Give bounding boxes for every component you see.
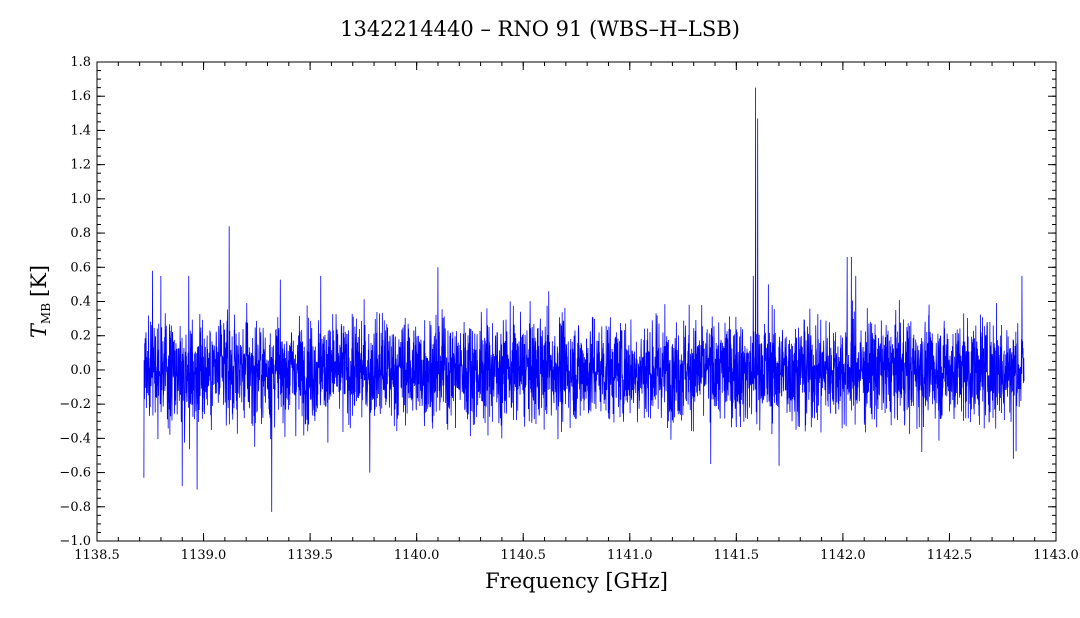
y-axis-label-unit: [K] bbox=[27, 265, 51, 297]
y-tick-label: 1.8 bbox=[70, 55, 91, 70]
y-tick-label: 0.8 bbox=[70, 226, 91, 241]
plot-frame bbox=[96, 61, 1057, 542]
y-tick-label: −0.2 bbox=[59, 397, 91, 412]
x-tick-label: 1140.5 bbox=[500, 548, 546, 563]
x-tick-label: 1141.0 bbox=[607, 548, 653, 563]
y-tick-label: −0.6 bbox=[59, 466, 91, 481]
y-axis-label-main: T bbox=[27, 322, 51, 338]
y-axis-label-subscript: MB bbox=[39, 303, 53, 324]
x-tick-label: 1138.5 bbox=[74, 548, 120, 563]
axis-ticks bbox=[96, 61, 1057, 542]
x-tick-label: 1139.0 bbox=[181, 548, 227, 563]
x-tick-label: 1141.5 bbox=[714, 548, 760, 563]
x-tick-label: 1142.5 bbox=[927, 548, 973, 563]
x-tick-labels: 1138.5 1139.0 1139.5 1140.0 1140.5 1141.0 1141… bbox=[74, 548, 1079, 563]
y-tick-label: 0.2 bbox=[70, 329, 91, 344]
x-tick-label: 1140.0 bbox=[394, 548, 440, 563]
spectrum-series bbox=[143, 87, 1025, 512]
y-tick-label: 0.0 bbox=[70, 363, 91, 378]
y-axis-label: TMB [K] bbox=[27, 265, 53, 338]
y-tick-label: 0.6 bbox=[70, 260, 91, 275]
y-tick-label: −0.4 bbox=[59, 431, 91, 446]
spectrum-line bbox=[143, 87, 1025, 512]
y-tick-label: 1.6 bbox=[70, 89, 91, 104]
x-tick-label: 1143.0 bbox=[1033, 548, 1079, 563]
y-tick-label: 1.0 bbox=[70, 192, 91, 207]
chart-title: 1342214440 – RNO 91 (WBS–H–LSB) bbox=[340, 17, 740, 41]
y-tick-label: −0.8 bbox=[59, 500, 91, 515]
y-tick-label: −1.0 bbox=[59, 534, 91, 549]
y-tick-label: 1.4 bbox=[70, 123, 91, 138]
y-tick-label: 1.2 bbox=[70, 158, 91, 173]
x-tick-label: 1139.5 bbox=[287, 548, 333, 563]
x-axis-label: Frequency [GHz] bbox=[485, 569, 668, 593]
y-tick-label: 0.4 bbox=[70, 295, 91, 310]
x-tick-label: 1142.0 bbox=[820, 548, 866, 563]
y-tick-labels: −1.0 −0.8 −0.6 −0.4 −0.2 0.0 0.2 0.4 0.6 0.8 1.0 1.… bbox=[59, 55, 91, 549]
